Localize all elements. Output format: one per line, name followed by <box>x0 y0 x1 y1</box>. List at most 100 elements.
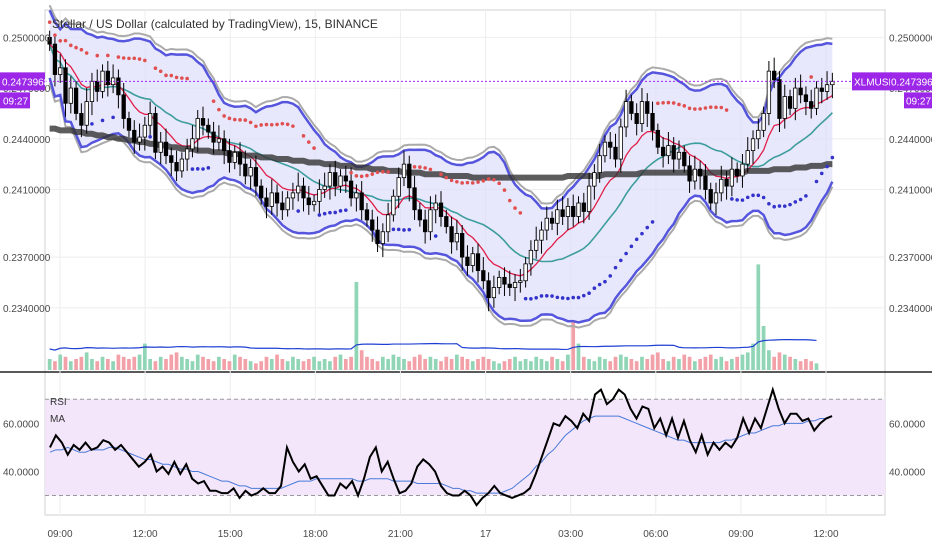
sar-dot <box>127 56 131 61</box>
sar-dot <box>164 73 168 78</box>
sar-dot <box>264 122 269 127</box>
sar-dot <box>111 115 115 120</box>
candle-body <box>412 187 417 211</box>
sar-dot <box>656 101 660 106</box>
candle-body <box>174 162 179 172</box>
volume-bar <box>328 361 332 370</box>
volume-bar <box>534 356 539 370</box>
candle-body <box>528 249 534 265</box>
candle-body <box>417 209 422 221</box>
volume-bar <box>121 356 126 370</box>
time-tick: 15:00 <box>218 529 243 540</box>
sar-dot <box>365 173 369 178</box>
volume-bar <box>227 361 232 370</box>
sar-dot <box>470 181 475 185</box>
rsi-line <box>49 386 833 507</box>
sar-dot <box>90 122 94 126</box>
sar-dot <box>518 211 523 215</box>
right-countdown-bg <box>904 92 932 109</box>
sar-dot <box>724 108 729 112</box>
time-tick: 03:00 <box>558 529 583 540</box>
volume-bar <box>63 356 68 370</box>
sar-dot <box>396 227 401 232</box>
volume-bar <box>444 356 449 370</box>
sar-dot <box>354 174 359 178</box>
volume-bar <box>354 282 359 370</box>
candle-body <box>364 209 370 221</box>
candle-body <box>576 202 581 217</box>
sar-dot <box>751 193 755 198</box>
sar-dot <box>227 116 232 121</box>
sar-dot <box>703 106 708 110</box>
sar-dot <box>682 104 687 108</box>
candle-body <box>264 197 269 207</box>
sar-dot <box>671 101 676 105</box>
candle-body <box>491 287 497 299</box>
rsi-label: RSI <box>50 397 67 408</box>
sar-dot <box>745 195 750 200</box>
volume-bar <box>380 356 385 370</box>
sar-dot <box>317 213 322 217</box>
sar-dot <box>645 225 650 230</box>
sar-dot <box>539 294 544 298</box>
sar-dot <box>465 180 470 185</box>
time-tick: 18:00 <box>303 529 328 540</box>
candle-body <box>132 129 137 143</box>
right-countdown: 09:27 <box>906 96 931 107</box>
candle-body <box>608 141 613 148</box>
volume-bar <box>576 343 581 370</box>
sar-dot <box>619 258 623 263</box>
volume-bar <box>338 354 343 370</box>
price-tick-left: 0.2370000 <box>3 253 51 264</box>
sar-dot <box>809 75 814 79</box>
volume-bar <box>529 361 533 370</box>
volume-bar <box>740 354 745 370</box>
volume-bar <box>502 361 507 370</box>
candle-body <box>507 283 512 288</box>
sar-dot <box>238 118 242 122</box>
volume-bar <box>714 359 718 370</box>
volume-bar <box>756 264 761 370</box>
volume-bar <box>47 359 52 370</box>
bollinger-band-fill <box>49 10 833 323</box>
candle-body <box>190 138 195 150</box>
sar-dot <box>180 76 184 80</box>
sar-dot <box>798 197 803 202</box>
sar-dot <box>174 75 179 80</box>
volume-bar <box>761 326 766 370</box>
time-tick: 12:00 <box>133 529 158 540</box>
candle-body <box>793 87 798 109</box>
price-tick-left: 0.2340000 <box>3 304 51 315</box>
candle-body <box>280 202 285 211</box>
volume-bar <box>650 354 655 370</box>
volume-bar <box>597 356 602 370</box>
time-tick: 21:00 <box>388 529 413 540</box>
volume-bar <box>105 359 110 370</box>
candle-body <box>52 43 58 75</box>
candle-body <box>719 178 724 194</box>
volume-bar <box>74 359 78 370</box>
candle-body <box>645 101 650 114</box>
sar-dot <box>634 237 639 242</box>
candle-body <box>544 217 549 231</box>
sar-dot <box>259 123 263 127</box>
sar-dot <box>158 69 163 74</box>
rsi-tick-left: 40.0000 <box>3 467 40 478</box>
sar-dot <box>232 117 237 122</box>
sar-dot <box>693 107 697 111</box>
sar-dot <box>359 174 364 179</box>
volume-bar <box>359 350 364 370</box>
volume-bar <box>751 343 755 370</box>
sar-dot <box>433 234 438 238</box>
candle-body <box>348 180 354 199</box>
sar-dot <box>449 178 454 183</box>
candle-body <box>772 70 777 81</box>
candle-body <box>195 118 200 140</box>
sar-dot <box>719 105 724 110</box>
volume-bar <box>465 359 470 370</box>
volume-bar <box>603 359 607 370</box>
left-countdown-bg <box>0 92 30 109</box>
candle-body <box>296 185 301 194</box>
sar-dot <box>819 171 824 176</box>
